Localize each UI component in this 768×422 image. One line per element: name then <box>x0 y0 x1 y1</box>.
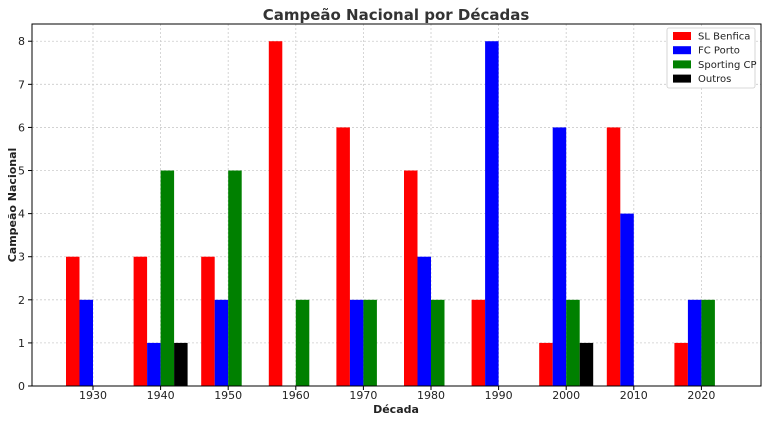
legend-swatch <box>673 60 691 69</box>
bar-fc-porto-2010 <box>620 213 634 386</box>
x-tick-label: 2020 <box>687 389 715 402</box>
bar-fc-porto-1980 <box>417 256 431 386</box>
x-tick-label: 2000 <box>552 389 580 402</box>
x-tick-label: 2010 <box>620 389 648 402</box>
legend-swatch <box>673 32 691 40</box>
bar-sl-benfica-2000 <box>539 342 553 386</box>
y-tick-label: 1 <box>18 337 25 350</box>
bar-outros-2000 <box>579 342 594 386</box>
y-axis-label: Campeão Nacional <box>6 148 19 263</box>
bar-sporting-cp-2000 <box>566 299 580 386</box>
bar-sl-benfica-1930 <box>66 256 80 386</box>
y-tick-label: 6 <box>18 121 25 134</box>
bar-sl-benfica-1990 <box>471 299 486 386</box>
bar-sl-benfica-2010 <box>606 127 621 386</box>
y-tick-label: 5 <box>18 165 25 178</box>
plot-frame <box>31 23 762 387</box>
x-axis-label: Década <box>373 403 419 416</box>
bar-outros-1940 <box>174 342 188 386</box>
x-tick-label: 1980 <box>417 389 445 402</box>
legend: SL Benfica FC Porto Sporting CP Outros <box>666 27 757 89</box>
legend-swatch <box>673 74 691 83</box>
bar-sl-benfica-1940 <box>133 256 148 386</box>
bar-fc-porto-1950 <box>214 299 229 386</box>
y-tick-label: 7 <box>18 78 25 91</box>
legend-label: Sporting CP <box>698 60 757 71</box>
legend-label: FC Porto <box>698 46 740 57</box>
bar-fc-porto-2000 <box>552 127 567 386</box>
bar-sl-benfica-1950 <box>201 256 215 386</box>
bar-fc-porto-2020 <box>687 299 702 386</box>
legend-label: SL Benfica <box>698 32 750 43</box>
x-tick-label: 1960 <box>282 389 310 402</box>
y-tick-label: 2 <box>18 294 25 307</box>
chart-title: Campeão Nacional por Décadas <box>263 6 530 24</box>
bar-sl-benfica-2020 <box>674 342 688 386</box>
y-tick-label: 8 <box>18 35 25 48</box>
bar-sporting-cp-1940 <box>160 170 175 386</box>
y-tick-label: 4 <box>18 208 25 221</box>
bar-sporting-cp-1970 <box>363 299 377 386</box>
x-tick-label: 1930 <box>79 389 107 402</box>
y-tick-label: 0 <box>18 380 25 393</box>
y-tick-label: 3 <box>18 251 25 264</box>
bar-sporting-cp-1960 <box>295 299 310 386</box>
bar-sporting-cp-1950 <box>228 170 242 386</box>
ticks: 0 1 2 3 4 5 6 7 8 1930 1940 1950 1960 1970 1980 1990 200… <box>18 35 715 402</box>
bar-sporting-cp-1980 <box>431 299 445 386</box>
bars <box>66 41 715 386</box>
legend-swatch <box>673 46 691 55</box>
x-tick-label: 1990 <box>485 389 513 402</box>
bar-sl-benfica-1970 <box>336 127 350 386</box>
x-tick-label: 1940 <box>147 389 175 402</box>
bar-sl-benfica-1960 <box>268 41 283 386</box>
bar-sl-benfica-1980 <box>404 170 418 386</box>
x-tick-label: 1950 <box>214 389 242 402</box>
x-tick-label: 1970 <box>349 389 377 402</box>
bar-fc-porto-1940 <box>147 342 161 386</box>
legend-label: Outros <box>698 74 731 85</box>
legend-box <box>666 27 756 89</box>
bar-fc-porto-1930 <box>79 299 93 386</box>
bar-sporting-cp-2020 <box>701 299 715 386</box>
bar-fc-porto-1990 <box>485 41 499 386</box>
bar-fc-porto-1970 <box>349 299 364 386</box>
